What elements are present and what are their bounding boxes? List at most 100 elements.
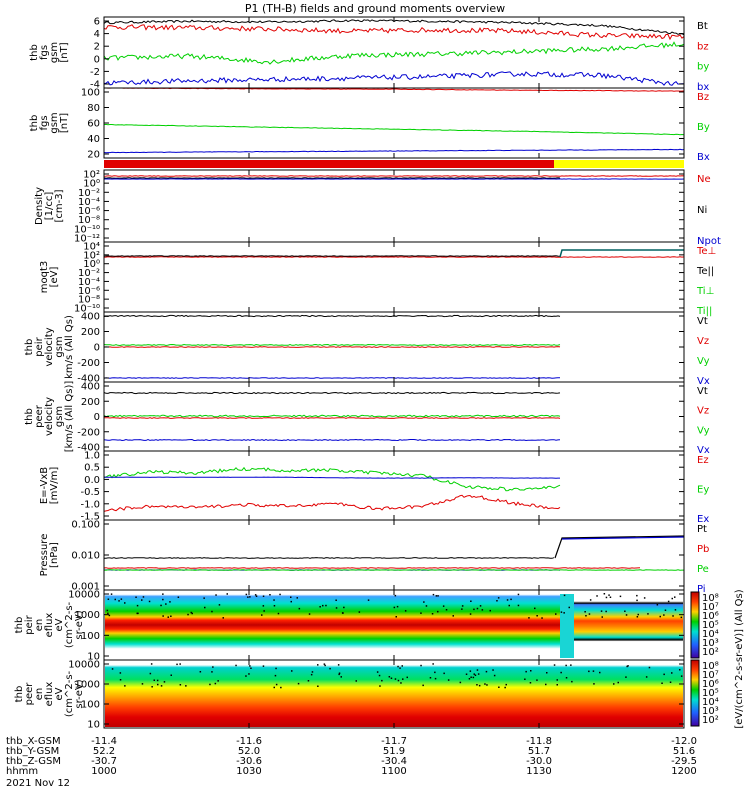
spectrum-speckle (671, 597, 673, 600)
spectrum-speckle (671, 672, 673, 674)
spectrum-speckle (664, 609, 667, 611)
y-axis-label: thb (29, 115, 40, 132)
series-pt-tail (554, 535, 685, 559)
y-axis-label: [eV] (49, 267, 60, 288)
spectrum-speckle (179, 684, 182, 686)
y-axis-label: sr-eV) (74, 679, 85, 708)
series-ey (103, 466, 561, 492)
spectrum-speckle (679, 669, 681, 671)
spectrum-speckle (534, 607, 536, 610)
spectrum-speckle (481, 609, 484, 611)
y-tick-label: 10⁻⁶ (78, 286, 100, 297)
legend-entry: Te⊥ (696, 246, 716, 257)
x-tick-label: 1030 (236, 766, 261, 777)
spectrum-speckle (589, 599, 592, 601)
spectrum-speckle (396, 605, 399, 608)
spectrum-speckle (217, 680, 219, 682)
series-bt (103, 19, 685, 36)
legend-entry: Pe (697, 564, 709, 575)
spectrum-speckle (160, 604, 162, 607)
series-by (103, 41, 685, 65)
spectrum-speckle (162, 615, 164, 617)
date-label: 2021 Nov 12 (6, 778, 70, 789)
spectrum-speckle (423, 601, 425, 603)
spectrum-speckle (381, 679, 383, 682)
y-axis-label: en (34, 619, 45, 632)
spectrum-speckle (397, 679, 400, 682)
spectrum-speckle (341, 612, 344, 614)
spectrum-speckle (506, 599, 509, 601)
mode-bar-yellow (554, 160, 684, 168)
spectrum-speckle (319, 606, 321, 608)
spectrum-speckle (504, 686, 506, 689)
spectrum-speckle (280, 686, 282, 689)
y-tick-label: 100 (81, 700, 100, 711)
spectrum-speckle (555, 613, 557, 615)
spectrum-speckle (124, 602, 126, 604)
spectrum-speckle (545, 683, 547, 686)
spectrum-speckle (510, 598, 512, 601)
spectrum-speckle (290, 600, 292, 603)
series-ti (559, 249, 684, 258)
y-tick-label: 10⁻⁸ (78, 295, 100, 306)
spectrum-speckle (497, 597, 500, 599)
spectrum-speckle (273, 686, 275, 689)
y-tick-label: 10² (83, 170, 100, 181)
spectrum-speckle (390, 677, 393, 679)
legend-entry: Bz (697, 92, 709, 103)
legend-entry: Pi (697, 584, 706, 595)
legend-entry: Ey (697, 485, 709, 496)
y-tick-label: 0.100 (71, 520, 100, 531)
x-row-label: thb_Z-GSM (6, 756, 61, 767)
series-bx (103, 71, 684, 86)
spectrum-speckle (338, 673, 340, 676)
spectrum-speckle (311, 671, 314, 673)
spectrum-speckle (560, 671, 562, 674)
y-tick-label: 200 (81, 327, 100, 338)
spectrum-speckle (226, 593, 228, 595)
spectrum-speckle (335, 607, 338, 609)
spectrum-speckle (170, 674, 172, 676)
spectrum-speckle (393, 606, 396, 609)
y-axis-label: eflux (44, 613, 55, 638)
y-tick-label: 10⁻¹⁰ (74, 304, 100, 315)
series-bz (103, 24, 685, 41)
spectrum-speckle (643, 597, 646, 599)
x-tick-label: -30.4 (381, 756, 407, 767)
y-axis-label: gsm (54, 336, 65, 357)
y-tick-label: 10000 (68, 590, 100, 601)
spectrum-speckle (496, 600, 498, 602)
spectrum-speckle (636, 594, 638, 597)
spectrum-speckle (185, 685, 187, 687)
spectrum-speckle (476, 607, 479, 610)
series-ex (103, 476, 560, 479)
spectrum-speckle (218, 604, 221, 606)
spectrum-speckle (402, 678, 404, 680)
spectrum-speckle (118, 600, 120, 602)
spectrum-speckle (136, 604, 139, 607)
panel-frame (103, 87, 685, 159)
x-tick-label: 51.7 (528, 746, 550, 757)
spectrum-speckle (379, 685, 381, 687)
y-tick-label: -200 (77, 427, 100, 438)
spectrum-speckle (477, 673, 480, 675)
spectrum-speckle (517, 593, 520, 596)
x-tick-label: 52.0 (238, 746, 260, 757)
spectrum-speckle (565, 677, 568, 679)
y-axis-label: gsm (54, 406, 65, 427)
spectrum-speckle (617, 681, 619, 684)
spectrum-speckle (663, 614, 665, 616)
spectrum-speckle (323, 663, 326, 665)
y-tick-label: 0 (94, 343, 100, 354)
colorbar-tick: 10⁸ (702, 661, 719, 672)
y-axis-label: km/s (All Qs) (64, 315, 75, 379)
spectrum-speckle (120, 598, 123, 600)
spectrum-speckle (470, 600, 472, 602)
y-axis-label: peer (24, 682, 35, 706)
spectrum-speckle (150, 663, 153, 665)
spectrum-speckle (656, 604, 659, 606)
legend-entry: Pb (697, 544, 709, 555)
spectrum-speckle (290, 596, 292, 598)
y-axis-label: fgs (39, 45, 50, 60)
spectrum-speckle (169, 601, 171, 603)
